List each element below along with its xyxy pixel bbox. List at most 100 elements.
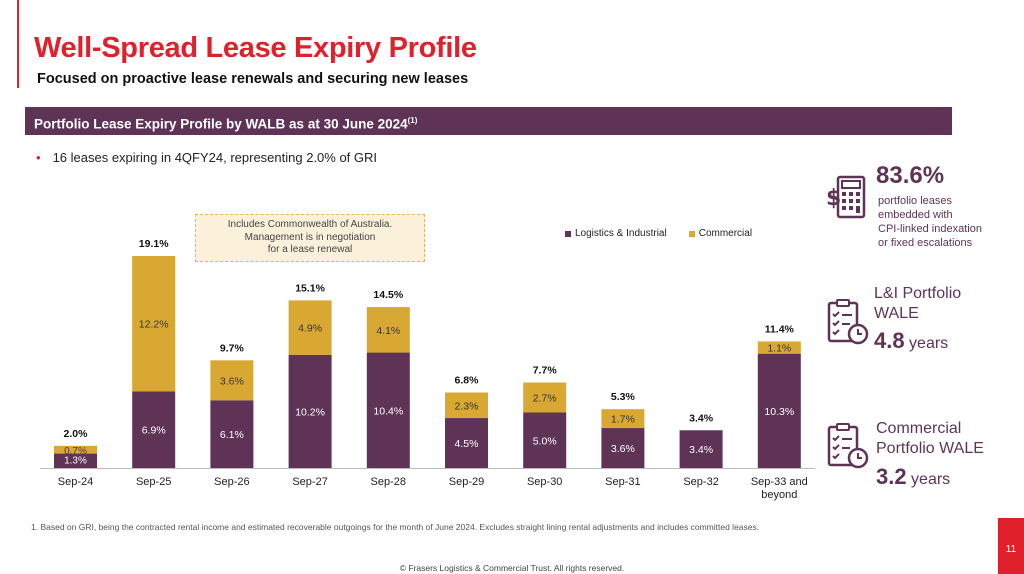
data-label-logistics: 10.4% (373, 405, 403, 417)
bar-logistics-industrial (288, 354, 332, 468)
data-label-commercial: 2.3% (455, 400, 479, 412)
bullet-dot-icon: • (36, 150, 41, 165)
data-label-total: 14.5% (373, 289, 403, 301)
bar-commercial (445, 392, 488, 419)
x-tick-label: Sep-31 (605, 476, 640, 488)
data-label-commercial: 4.1% (376, 325, 400, 337)
bar-commercial (288, 300, 332, 355)
kpi-text-line: portfolio leases (878, 195, 952, 207)
data-label-logistics: 5.0% (533, 435, 557, 447)
kpi-title-line: L&I Portfolio (874, 285, 962, 302)
data-label-logistics: 4.5% (455, 438, 479, 450)
data-label-commercial: 4.9% (298, 323, 322, 335)
bar-logistics-industrial (210, 400, 254, 468)
x-tick-label: Sep-30 (527, 476, 562, 488)
page-subtitle: Focused on proactive lease renewals and … (37, 71, 469, 87)
data-label-logistics: 3.6% (611, 443, 635, 455)
x-tick-label: Sep-33 and (751, 476, 808, 488)
bar-logistics-industrial (757, 353, 801, 468)
svg-text:$: $ (826, 186, 841, 211)
kpi-text-line: or fixed escalations (878, 237, 973, 249)
legend-label: Logistics & Industrial (575, 228, 667, 239)
data-label-commercial: 1.1% (767, 343, 791, 355)
bar-commercial (601, 409, 645, 429)
x-tick-label: Sep-32 (683, 476, 718, 488)
kpi-title-line: Commercial (876, 420, 962, 437)
callout-line: Includes Commonwealth of Australia. (227, 219, 393, 230)
banner-text: Portfolio Lease Expiry Profile by WALB a… (34, 116, 408, 132)
x-tick-label: Sep-26 (214, 476, 249, 488)
checklist-clock-icon (827, 423, 869, 469)
kpi-text-line: embedded with (878, 209, 953, 221)
kpi-cpi-value: 83.6% (876, 162, 945, 189)
checklist-clock-icon (827, 299, 869, 345)
data-label-total: 11.4% (765, 323, 795, 335)
data-label-logistics: 6.1% (220, 429, 244, 441)
kpi-title-line: WALE (874, 305, 919, 322)
x-tick-label: Sep-28 (371, 476, 406, 488)
x-tick-label: Sep-24 (58, 476, 93, 488)
footnote: 1. Based on GRI, being the contracted re… (31, 522, 760, 532)
legend-item: Commercial (688, 228, 753, 239)
legend-item: Logistics & Industrial (565, 228, 667, 239)
kpi-unit: years (909, 335, 949, 352)
x-tick-label: Sep-25 (136, 476, 171, 488)
kpi-cpi-description: portfolio leases embedded with CPI-linke… (878, 194, 982, 250)
callout-line: for a lease renewal (267, 244, 353, 255)
data-label-commercial: 3.6% (220, 375, 244, 387)
data-label-commercial: 12.2% (139, 319, 169, 331)
page-number-tab: 11 (998, 518, 1024, 574)
data-label-logistics: 3.4% (689, 444, 713, 456)
bullet-text: 16 leases expiring in 4QFY24, representi… (52, 150, 378, 165)
section-banner: Portfolio Lease Expiry Profile by WALB a… (25, 107, 952, 135)
data-label-total: 15.1% (295, 282, 325, 294)
kpi-li-wale-value: 4.8 years (874, 328, 948, 354)
data-label-commercial: 0.7% (64, 446, 87, 457)
callout-line: Management is in negotiation (244, 231, 376, 243)
banner-footnote-ref: (1) (407, 116, 418, 125)
data-label-logistics: 6.9% (142, 425, 166, 437)
data-label-total: 7.7% (533, 365, 558, 377)
data-label-logistics: 10.2% (295, 406, 325, 418)
data-label-total: 6.8% (455, 375, 480, 387)
data-label-logistics: 1.3% (64, 456, 87, 467)
kpi-title-line: Portfolio WALE (876, 440, 984, 457)
bar-commercial (523, 382, 567, 413)
bar-logistics-industrial (445, 418, 488, 468)
bar-commercial (132, 255, 176, 392)
data-label-total: 5.3% (611, 391, 636, 403)
bar-logistics-industrial (366, 352, 410, 468)
legend-label: Commercial (698, 228, 753, 239)
data-label-total: 2.0% (64, 428, 89, 440)
data-label-commercial: 1.7% (611, 414, 635, 426)
legend-swatch-icon (688, 230, 695, 237)
data-label-total: 19.1% (139, 238, 169, 250)
bar-commercial (757, 341, 801, 354)
legend-swatch-icon (565, 230, 571, 237)
data-label-total: 3.4% (689, 412, 714, 424)
x-tick-label: Sep-27 (292, 476, 327, 488)
page-title: Well-Spread Lease Expiry Profile (34, 32, 477, 64)
calculator-icon: $ (826, 175, 866, 219)
kpi-commercial-wale-value: 3.2 years (876, 464, 950, 490)
kpi-commercial-wale-title: Commercial Portfolio WALE (876, 419, 984, 459)
title-accent-bar (17, 0, 19, 88)
bar-commercial (210, 360, 254, 401)
kpi-unit: years (911, 471, 951, 488)
bullet-point: • 16 leases expiring in 4QFY24, represent… (36, 150, 377, 165)
data-label-total: 9.7% (220, 342, 245, 354)
bar-logistics-industrial (132, 391, 176, 468)
bar-logistics-industrial (54, 453, 97, 468)
bar-commercial (54, 445, 97, 454)
x-tick-label: Sep-29 (449, 476, 484, 488)
data-label-commercial: 2.7% (533, 393, 557, 405)
page-number: 11 (1005, 544, 1017, 555)
x-tick-label: beyond (761, 489, 797, 501)
copyright: © Frasers Logistics & Commercial Trust. … (399, 563, 625, 573)
bar-logistics-industrial (679, 430, 723, 468)
kpi-value: 3.2 (876, 464, 907, 489)
bar-logistics-industrial (601, 428, 645, 468)
data-label-logistics: 10.3% (764, 406, 794, 418)
kpi-li-wale-title: L&I Portfolio WALE (874, 284, 961, 324)
